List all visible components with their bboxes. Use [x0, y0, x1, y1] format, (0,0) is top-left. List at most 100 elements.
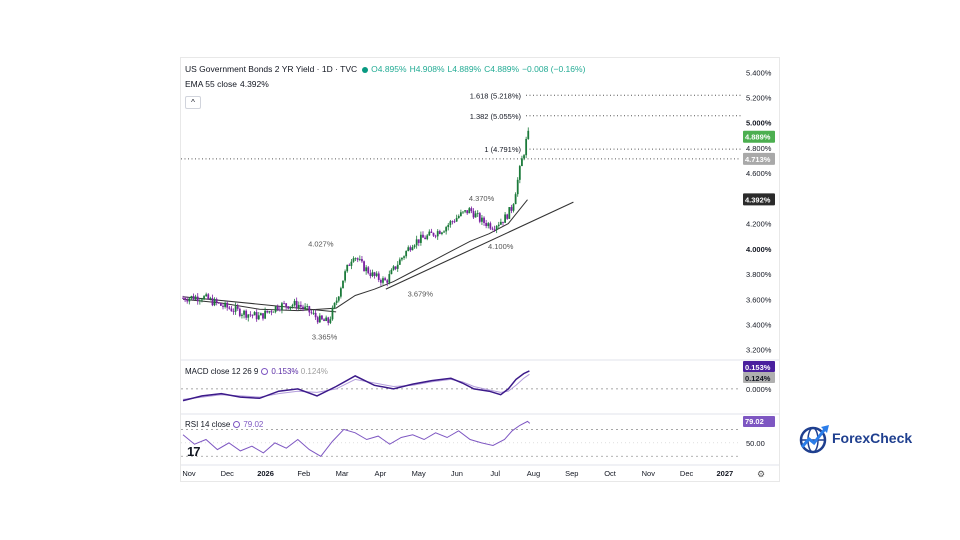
candle-body: [527, 130, 530, 139]
macd-badge: [743, 361, 775, 372]
candle-body: [375, 273, 378, 276]
ohlc-close: C4.889%: [484, 64, 520, 74]
indicator-settings-icon[interactable]: [233, 421, 241, 429]
candle-body: [226, 302, 229, 308]
candle-body: [489, 223, 492, 229]
candle-body: [335, 300, 338, 303]
price-badge: [743, 193, 775, 206]
time-axis-tick: Jul: [490, 469, 500, 478]
candle-body: [392, 266, 395, 270]
candle-body: [462, 211, 464, 213]
candle-body: [468, 208, 471, 214]
candle-body: [470, 208, 473, 212]
symbol-title[interactable]: US Government Bonds 2 YR Yield · 1D · TV…: [185, 64, 358, 74]
gear-icon: ⚙: [757, 469, 765, 479]
candle-body: [346, 264, 349, 272]
indicator-settings-icon[interactable]: [261, 368, 269, 376]
candle-body: [476, 213, 479, 214]
candle-body: [510, 207, 513, 211]
candle-body: [356, 258, 359, 260]
candle-body: [276, 306, 279, 310]
price-annotation: 3.679%: [408, 290, 434, 299]
candle-body: [413, 245, 416, 248]
candle-body: [257, 315, 260, 320]
rsi-value: 79.02: [243, 420, 264, 429]
candle-body: [495, 225, 498, 230]
price-axis-tick: 5.400%: [746, 68, 772, 77]
candle-body: [219, 303, 222, 306]
candle-body: [232, 311, 235, 313]
candle-body: [209, 298, 212, 300]
ohlc-low: L4.889%: [447, 64, 482, 74]
chart-legend-title: US Government Bonds 2 YR Yield · 1D · TV…: [185, 64, 588, 74]
candle-body: [339, 288, 342, 297]
candle-body: [289, 306, 292, 309]
candle-body: [478, 213, 481, 222]
candle-body: [299, 304, 302, 307]
candle-body: [379, 279, 382, 283]
price-axis-tick: 3.800%: [746, 270, 772, 279]
candle-body: [377, 273, 380, 280]
candle-body: [459, 212, 462, 216]
time-axis-tick: Sep: [565, 469, 578, 478]
candle-body: [190, 296, 193, 299]
candle-body: [211, 298, 214, 306]
candle-body: [411, 247, 414, 251]
ohlc-open: O4.895%: [371, 64, 407, 74]
tradingview-logo: 17: [187, 444, 201, 459]
candle-body: [474, 213, 477, 218]
candle-body: [245, 310, 248, 318]
collapse-legend-button[interactable]: ^: [185, 96, 201, 109]
candle-body: [363, 261, 365, 272]
candle-body: [384, 278, 386, 281]
ema-legend[interactable]: EMA 55 close 4.392%: [185, 79, 272, 89]
macd-label: MACD close 12 26 9: [185, 367, 259, 376]
price-axis-tick: 4.200%: [746, 220, 772, 229]
fib-level-label: 1 (4.791%): [484, 145, 521, 154]
time-axis-tick: Dec: [680, 469, 694, 478]
price-badge-label: 4.713%: [745, 155, 771, 164]
candle-body: [198, 300, 201, 302]
candle-body: [358, 259, 361, 260]
candle-body: [253, 312, 256, 316]
candle-body: [283, 303, 285, 305]
candle-body: [308, 306, 311, 313]
time-axis-tick: Nov: [182, 469, 196, 478]
candle-body: [287, 306, 290, 309]
candle-body: [386, 280, 389, 283]
ema55-line: [182, 199, 528, 312]
candle-body: [325, 317, 328, 321]
candle-body: [415, 239, 418, 246]
candle-body: [201, 299, 203, 301]
candle-body: [455, 217, 458, 222]
candle-body: [354, 258, 357, 260]
candle-body: [401, 257, 403, 260]
candle-body: [186, 300, 189, 302]
candle-body: [508, 207, 511, 219]
time-axis-tick: Nov: [642, 469, 656, 478]
candle-body: [293, 300, 296, 306]
candle-body: [278, 309, 281, 311]
candle-body: [499, 221, 502, 225]
ema-value: 4.392%: [239, 79, 269, 89]
candle-body: [352, 258, 355, 262]
trendline-support[interactable]: [385, 201, 574, 290]
candle-body: [441, 232, 443, 234]
candle-body: [443, 231, 445, 233]
candle-body: [516, 179, 519, 195]
macd-legend[interactable]: MACD close 12 26 9 0.153% 0.124%: [185, 367, 328, 376]
macd-value: 0.153%: [271, 367, 299, 376]
candle-body: [184, 298, 187, 301]
candle-body: [453, 221, 456, 223]
candle-body: [405, 251, 408, 257]
candle-body: [481, 217, 483, 222]
candle-body: [438, 231, 441, 234]
time-axis-tick: Apr: [375, 469, 387, 478]
time-axis-tick: Dec: [221, 469, 235, 478]
rsi-legend[interactable]: RSI 14 close 79.02: [185, 420, 263, 429]
candle-body: [333, 302, 336, 308]
candle-body: [217, 302, 220, 304]
candle-body: [409, 247, 412, 251]
candle-body: [403, 256, 405, 258]
price-badge: [743, 152, 775, 165]
